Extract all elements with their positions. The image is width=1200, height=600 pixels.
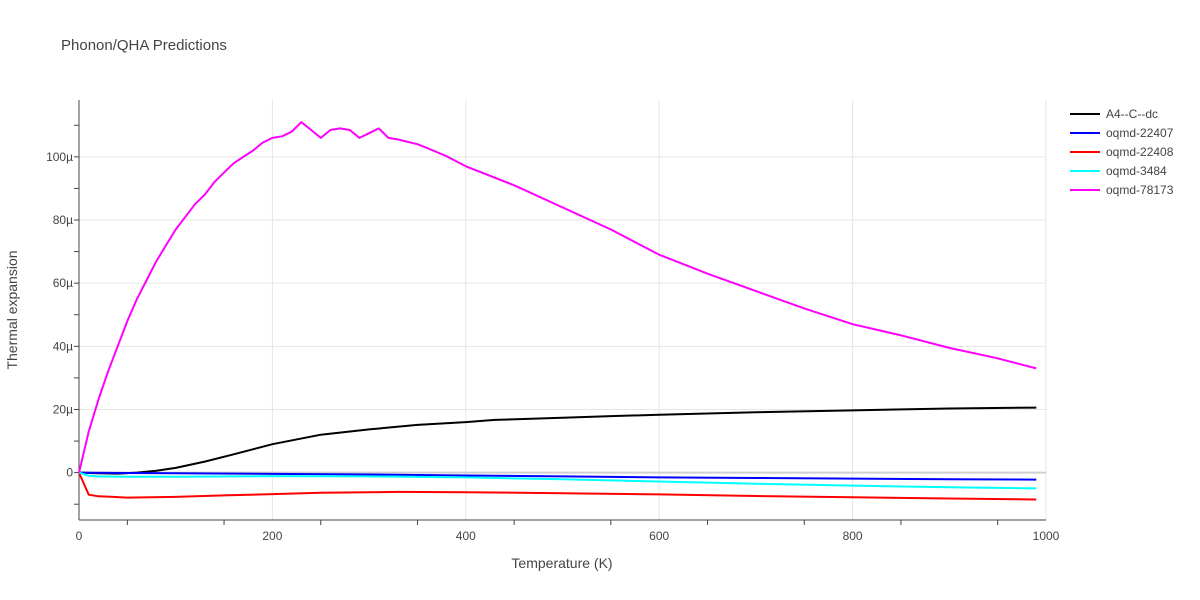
legend-label: A4--C--dc — [1106, 107, 1158, 121]
y-tick-label: 20µ — [53, 402, 73, 416]
x-tick-label: 0 — [76, 529, 83, 543]
x-tick-label: 1000 — [1033, 529, 1060, 543]
y-tick-label: 60µ — [53, 276, 73, 290]
legend-label: oqmd-22407 — [1106, 126, 1174, 140]
legend-label: oqmd-3484 — [1106, 164, 1167, 178]
series-line-oqmd-22408 — [78, 472, 1037, 501]
series-line-A4--C--dc — [78, 406, 1037, 475]
legend-label: oqmd-22408 — [1106, 145, 1174, 159]
x-axis-title: Temperature (K) — [511, 555, 612, 571]
y-axis-title: Thermal expansion — [4, 250, 20, 369]
series-line-oqmd-3484 — [78, 471, 1037, 490]
legend-item-oqmd-22407[interactable]: oqmd-22407 — [1070, 126, 1174, 140]
x-tick-label: 600 — [649, 529, 669, 543]
legend-item-oqmd-3484[interactable]: oqmd-3484 — [1070, 164, 1167, 178]
y-tick-label: 100µ — [46, 150, 73, 164]
gridlines — [79, 100, 1047, 520]
legend-item-oqmd-22408[interactable]: oqmd-22408 — [1070, 145, 1174, 159]
legend-label: oqmd-78173 — [1106, 183, 1174, 197]
legend-item-oqmd-78173[interactable]: oqmd-78173 — [1070, 183, 1174, 197]
series-line-oqmd-78173 — [78, 121, 1037, 473]
series-lines — [78, 121, 1037, 501]
y-tick-label: 40µ — [53, 339, 73, 353]
y-tick-label: 80µ — [53, 213, 73, 227]
x-tick-label: 200 — [262, 529, 282, 543]
chart-title: Phonon/QHA Predictions — [61, 37, 227, 54]
y-tick-label: 0 — [66, 466, 73, 480]
axes: 0 200 400 600 800 1000 0 20µ 40µ 60µ 80µ 100µ — [46, 100, 1060, 543]
x-tick-label: 400 — [456, 529, 476, 543]
series-line-oqmd-22407 — [78, 471, 1037, 481]
legend[interactable]: A4--C--dc oqmd-22407 oqmd-22408 oqmd-3484 oq… — [1070, 107, 1174, 197]
legend-item-A4--C--dc[interactable]: A4--C--dc — [1070, 107, 1158, 121]
x-tick-label: 800 — [843, 529, 863, 543]
